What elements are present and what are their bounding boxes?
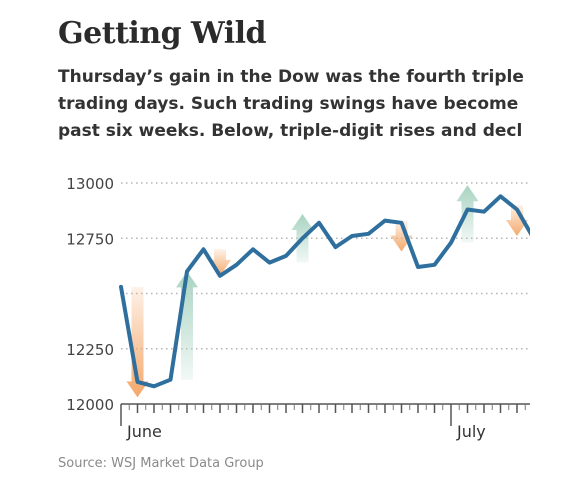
y-tick-label-12000: 12000 (66, 396, 114, 414)
chart-title: Getting Wild (58, 16, 266, 51)
source-note: Source: WSJ Market Data Group (58, 456, 264, 471)
dow-series-line (119, 194, 536, 389)
decline-arrow-6 (506, 205, 528, 237)
y-tick-label-12750: 12750 (66, 230, 114, 248)
y-tick-label-12250: 12250 (66, 341, 114, 359)
subtitle-line-2: trading days. Such trading swings have b… (58, 94, 519, 114)
decline-arrow-0 (126, 286, 149, 398)
y-tick-label-13000: 13000 (66, 175, 114, 193)
x-month-label-june: June (126, 422, 162, 441)
x-month-label-july: July (456, 422, 486, 441)
right-crop-mask (530, 0, 573, 483)
subtitle-line-1: Thursday’s gain in the Dow was the fourt… (58, 67, 524, 87)
decline-arrow-4 (390, 220, 413, 252)
decline-arrow-2 (209, 249, 231, 276)
subtitle-line-3: past six weeks. Below, triple-digit rise… (58, 121, 523, 141)
